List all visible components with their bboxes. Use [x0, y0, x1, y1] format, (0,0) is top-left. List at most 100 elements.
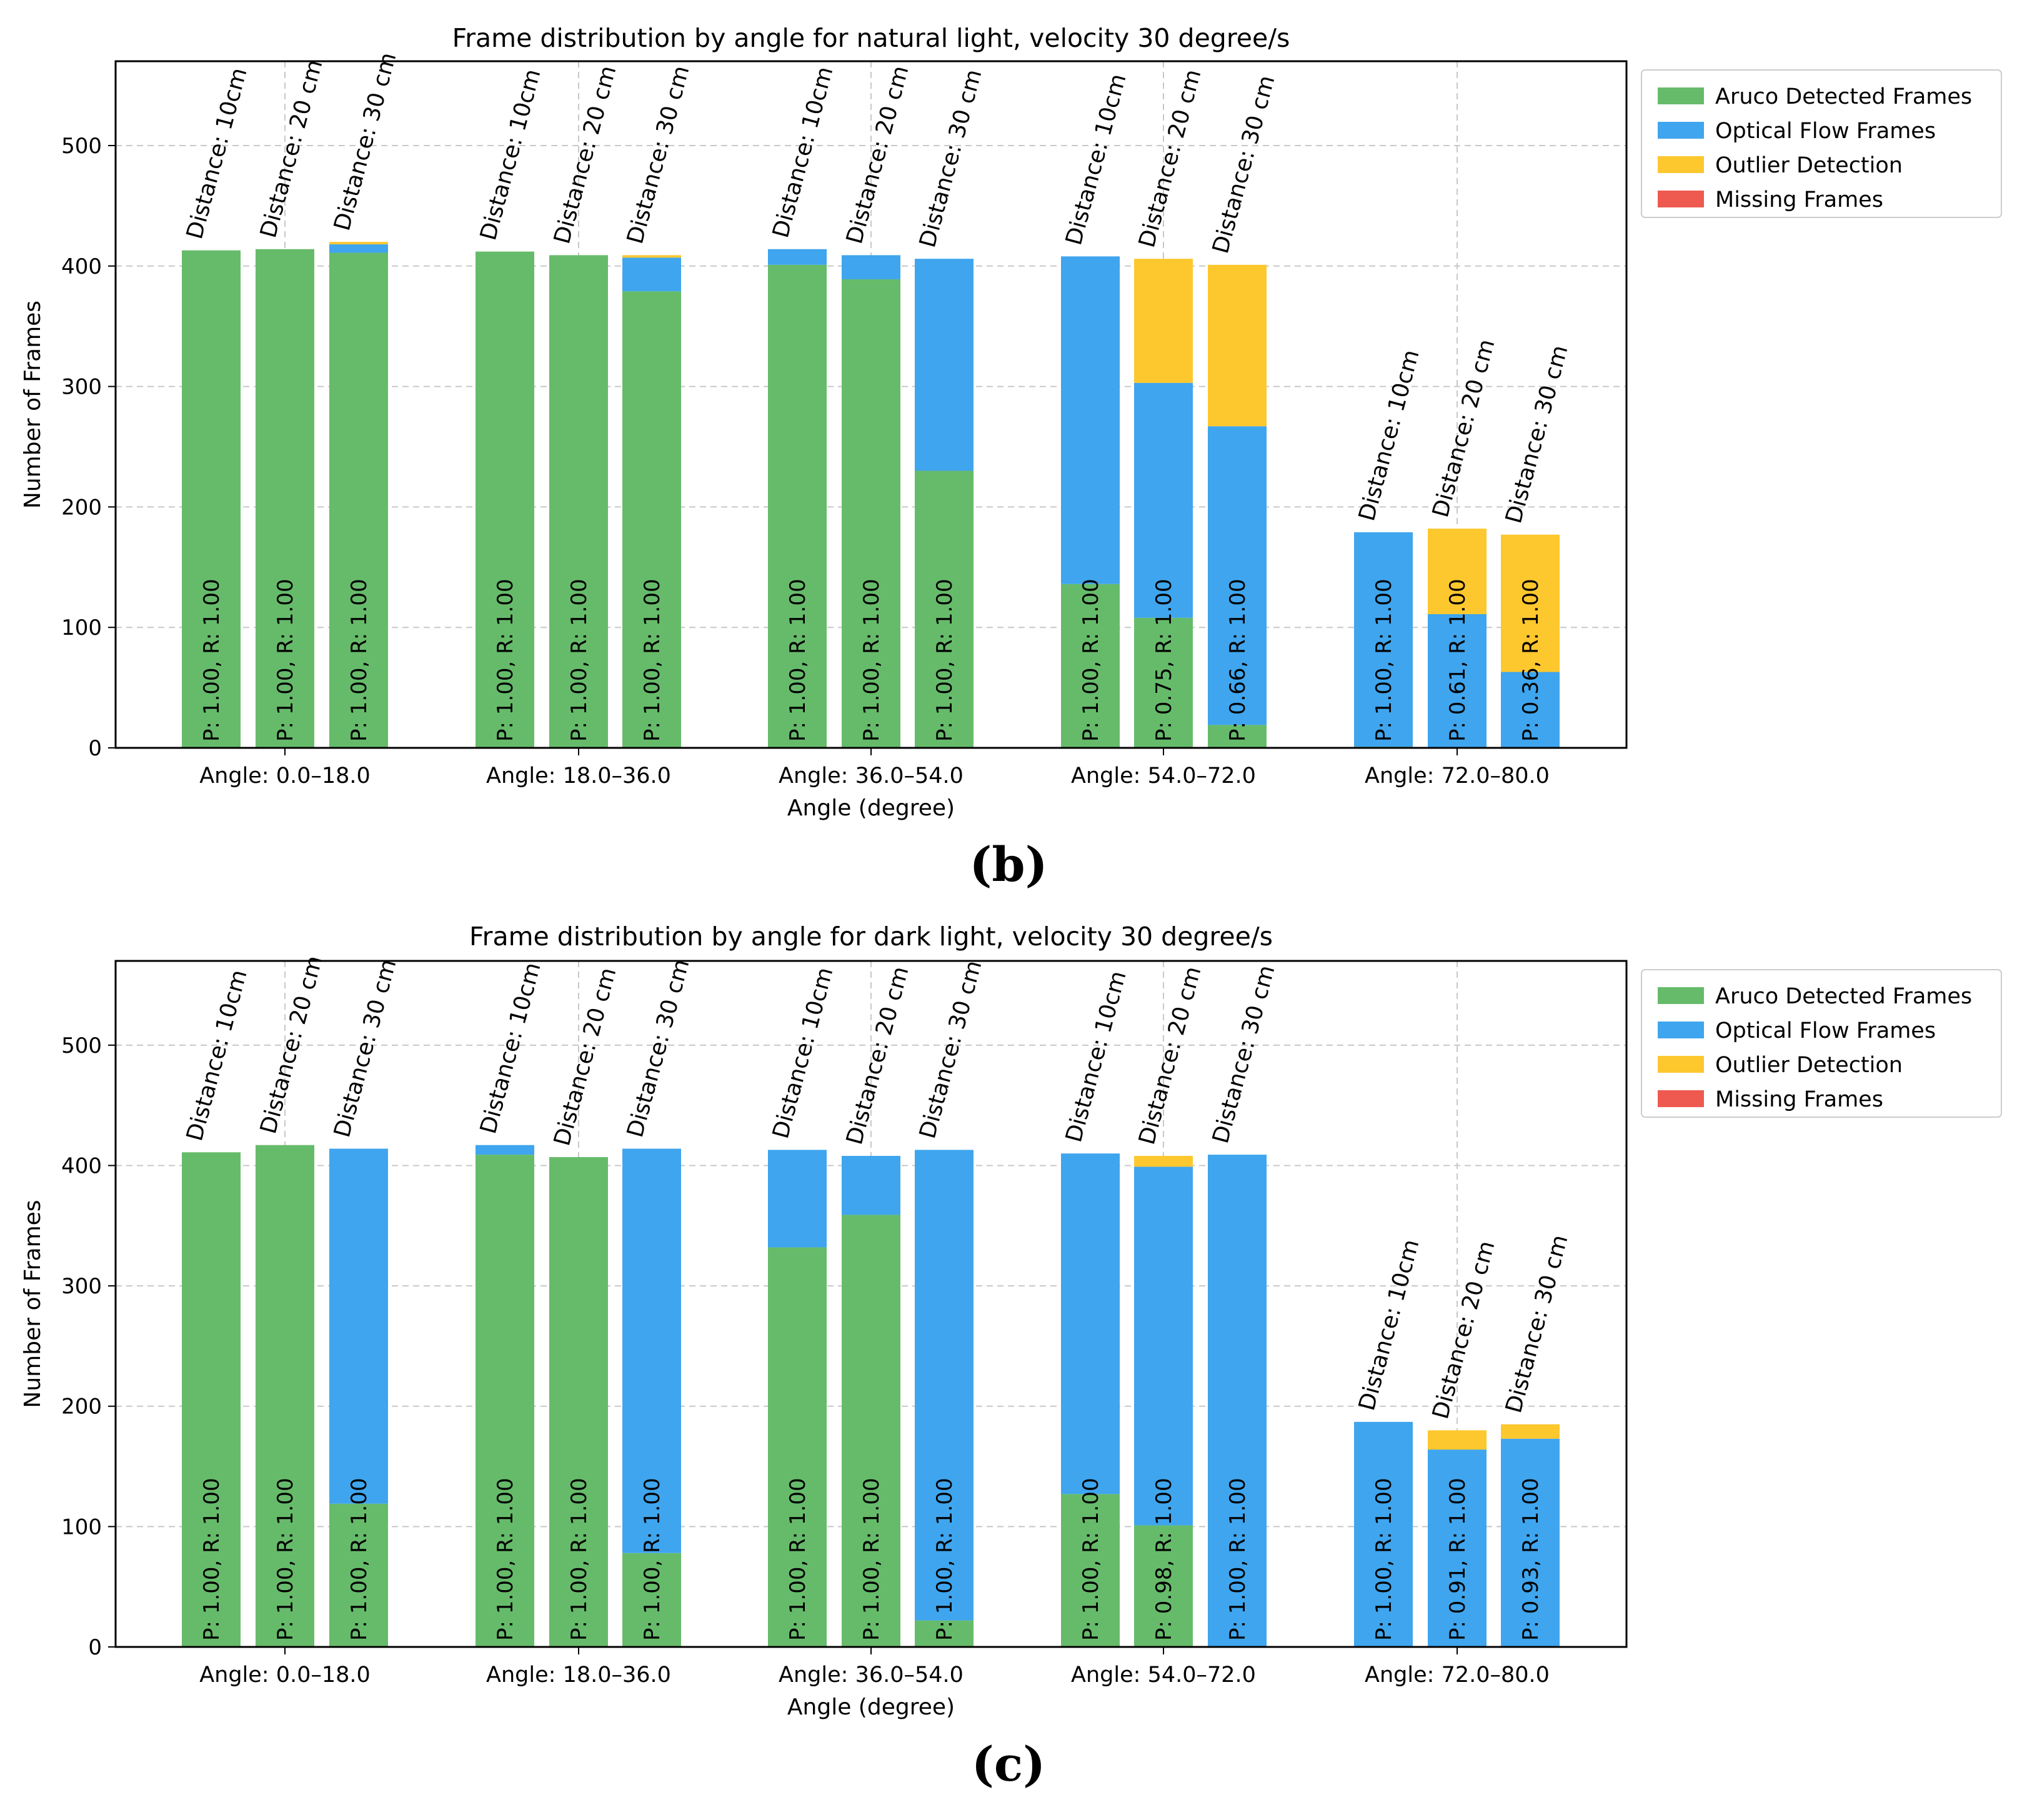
bar-pr-label: P: 0.93, R: 1.00 [1518, 1478, 1543, 1641]
bar-pr-label: P: 0.91, R: 1.00 [1445, 1478, 1470, 1641]
bar-pr-label: P: 1.00, R: 1.00 [640, 579, 665, 742]
bar-aruco-segment [329, 252, 388, 748]
x-axis-label: Angle (degree) [787, 795, 955, 821]
bar-pr-label: P: 1.00, R: 1.00 [347, 579, 372, 742]
bar-aruco-segment [768, 1247, 827, 1647]
bar-pr-label: P: 1.00, R: 1.00 [1372, 1478, 1397, 1641]
y-tick-label: 0 [88, 736, 102, 761]
bar-optical-segment [1208, 1155, 1267, 1647]
bar-aruco-segment [622, 291, 681, 748]
x-tick-label: Angle: 72.0–80.0 [1365, 1663, 1550, 1688]
y-axis-label: Number of Frames [20, 1200, 46, 1408]
y-tick-label: 300 [61, 375, 102, 400]
bar-outlier-segment [1134, 259, 1193, 383]
legend-swatch-aruco [1658, 87, 1704, 104]
bar-pr-label: P: 1.00, R: 1.00 [1078, 579, 1103, 742]
legend-swatch-optical [1658, 122, 1704, 139]
bar-aruco-segment [182, 250, 241, 748]
bar-optical-segment [1134, 1166, 1193, 1526]
bar-aruco-segment [842, 279, 900, 748]
bar-pr-label: P: 0.66, R: 1.00 [1225, 579, 1250, 742]
y-tick-label: 100 [61, 615, 102, 640]
bar-outlier-segment [329, 242, 388, 245]
axes-frame [114, 960, 1628, 1648]
bar-optical-segment [476, 1145, 534, 1155]
bar-outlier-segment [1501, 534, 1560, 672]
bar-pr-label: P: 1.00, R: 1.00 [493, 1478, 518, 1641]
bar-aruco-segment [842, 1215, 900, 1647]
y-tick-label: 400 [61, 1153, 102, 1178]
bar-optical-segment [1354, 532, 1413, 747]
bar-optical-segment [1208, 426, 1267, 725]
y-tick-label: 200 [61, 495, 102, 520]
legend-box [1641, 969, 2002, 1118]
bar-outlier-segment [1501, 1424, 1560, 1439]
bar-aruco-segment [549, 1156, 608, 1647]
chart-title: Frame distribution by angle for natural … [452, 23, 1290, 53]
legend-label: Outlier Detection [1715, 1053, 1903, 1078]
y-tick-label: 500 [61, 1033, 102, 1058]
y-tick-label: 200 [61, 1395, 102, 1420]
bar-optical-segment [1501, 1438, 1560, 1647]
bar-aruco-segment [768, 264, 827, 748]
legend-label: Aruco Detected Frames [1715, 984, 1972, 1009]
y-tick-label: 100 [61, 1514, 102, 1539]
bar-pr-label: P: 1.00, R: 1.00 [273, 1478, 298, 1641]
bar-optical-segment [1428, 614, 1487, 748]
x-tick-label: Angle: 0.0–18.0 [199, 1663, 371, 1688]
bar-pr-label: P: 1.00, R: 1.00 [493, 579, 518, 742]
bar-optical-segment [622, 1148, 681, 1553]
bar-optical-segment [1061, 256, 1120, 584]
y-tick-label: 300 [61, 1274, 102, 1299]
bar-optical-segment [329, 244, 388, 253]
legend-swatch-aruco [1658, 987, 1704, 1004]
bar-outlier-segment [1208, 264, 1267, 427]
bar-pr-label: P: 1.00, R: 1.00 [932, 1478, 957, 1641]
legend-label: Missing Frames [1715, 1087, 1883, 1112]
x-tick-label: Angle: 0.0–18.0 [199, 763, 371, 788]
legend-label: Aruco Detected Frames [1715, 84, 1972, 109]
bar-outlier-segment [1428, 529, 1487, 614]
bar-aruco-segment [549, 255, 608, 748]
bar-outlier-segment [1134, 1156, 1193, 1167]
bar-optical-segment [915, 1150, 974, 1621]
bar-pr-label: P: 0.75, R: 1.00 [1152, 579, 1177, 742]
bar-aruco-segment [915, 470, 974, 748]
chart-title: Frame distribution by angle for dark lig… [469, 922, 1273, 952]
bar-optical-segment [1061, 1153, 1120, 1494]
bar-pr-label: P: 1.00, R: 1.00 [567, 1478, 592, 1641]
y-tick-label: 400 [61, 254, 102, 279]
x-tick-label: Angle: 54.0–72.0 [1071, 763, 1256, 788]
x-axis-label: Angle (degree) [787, 1694, 955, 1720]
bar-pr-label: P: 1.00, R: 1.00 [859, 579, 884, 742]
bar-pr-label: P: 1.00, R: 1.00 [347, 1478, 372, 1641]
y-tick-label: 0 [88, 1635, 102, 1660]
bar-optical-segment [1428, 1450, 1487, 1647]
bar-pr-label: P: 1.00, R: 1.00 [932, 579, 957, 742]
legend-label: Outlier Detection [1715, 153, 1903, 178]
bar-pr-label: P: 1.00, R: 1.00 [1078, 1478, 1103, 1641]
bar-aruco-segment [256, 1145, 314, 1647]
bar-optical-segment [842, 1156, 900, 1215]
x-tick-label: Angle: 72.0–80.0 [1365, 763, 1550, 788]
bar-outlier-segment [622, 255, 681, 258]
bar-aruco-segment [256, 249, 314, 748]
y-axis-label: Number of Frames [20, 301, 46, 509]
bar-aruco-segment [915, 1620, 974, 1647]
y-tick-label: 500 [61, 134, 102, 159]
bar-pr-label: P: 1.00, R: 1.00 [859, 1478, 884, 1641]
bar-pr-label: P: 1.00, R: 1.00 [785, 579, 810, 742]
bar-pr-label: P: 1.00, R: 1.00 [273, 579, 298, 742]
bar-aruco-segment [622, 1553, 681, 1647]
x-tick-label: Angle: 18.0–36.0 [486, 1663, 671, 1688]
bar-pr-label: P: 1.00, R: 1.00 [640, 1478, 665, 1641]
x-tick-label: Angle: 36.0–54.0 [779, 763, 964, 788]
legend-label: Optical Flow Frames [1715, 1018, 1936, 1043]
legend-swatch-missing [1658, 1090, 1704, 1107]
bar-optical-segment [1501, 672, 1560, 748]
legend-swatch-outlier [1658, 1056, 1704, 1073]
x-tick-label: Angle: 36.0–54.0 [779, 1663, 964, 1688]
panel-label: (c) [972, 1736, 1045, 1792]
